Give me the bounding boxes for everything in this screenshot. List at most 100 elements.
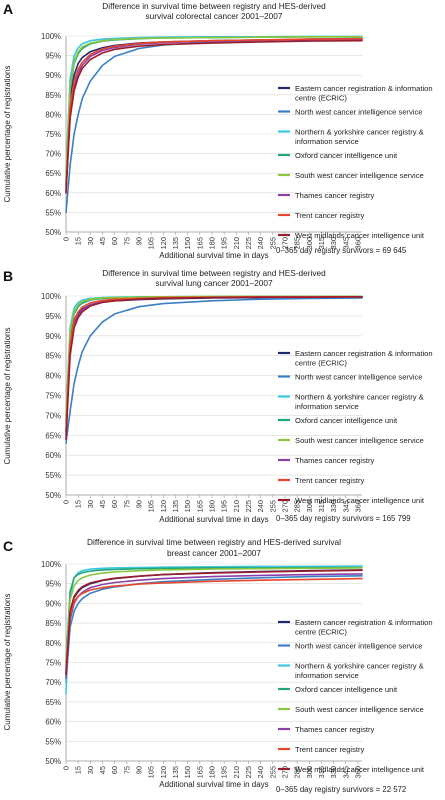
- x-tick-label: 45: [98, 237, 107, 245]
- x-tick-label: 330: [329, 500, 338, 512]
- legend-entry-label: Northern & yorkshire cancer registry &: [295, 393, 424, 402]
- x-tick-label: 150: [183, 237, 192, 249]
- x-tick-label: 60: [110, 237, 119, 245]
- legend-entry-label: West midlands cancer intelligence unit: [295, 496, 425, 505]
- x-tick-label: 15: [74, 237, 83, 245]
- y-tick-label: 55%: [45, 737, 61, 746]
- y-tick-label: 60%: [45, 718, 61, 727]
- y-tick-label: 75%: [45, 659, 61, 668]
- legend-entry-label: Northern & yorkshire cancer registry &: [295, 128, 424, 137]
- x-tick-label: 225: [244, 500, 253, 512]
- x-tick-label: 345: [341, 237, 350, 249]
- legend-entry-label: centre (ECRIC): [295, 359, 347, 368]
- survivor-count-annotation: 0–365 day registry survivors = 165 799: [276, 514, 411, 523]
- y-tick-label: 60%: [45, 451, 61, 460]
- x-tick-label: 195: [220, 500, 229, 512]
- x-tick-label: 75: [122, 766, 131, 774]
- x-tick-label: 45: [98, 500, 107, 508]
- legend-entry-label: centre (ECRIC): [295, 628, 347, 637]
- x-tick-label: 315: [317, 237, 326, 249]
- y-tick-label: 70%: [45, 150, 61, 159]
- legend-entry-label: Oxford cancer intelligence unit: [295, 151, 398, 160]
- x-tick-label: 75: [122, 500, 131, 508]
- x-tick-label: 90: [134, 766, 143, 774]
- y-tick-label: 65%: [45, 169, 61, 178]
- chart-panel-c: C Difference in survival time between reg…: [3, 537, 433, 794]
- y-tick-label: 55%: [45, 208, 61, 217]
- x-tick-label: 180: [207, 237, 216, 249]
- y-tick-label: 90%: [45, 332, 61, 341]
- series-line-2: [65, 37, 363, 214]
- series-line-8: [65, 569, 363, 676]
- y-tick-label: 50%: [45, 491, 61, 500]
- y-tick-label: 90%: [45, 599, 61, 608]
- legend-entry-label: North west cancer intelligence service: [295, 373, 422, 382]
- x-tick-label: 90: [134, 500, 143, 508]
- x-tick-label: 135: [171, 500, 180, 512]
- x-tick-label: 360: [353, 500, 362, 512]
- x-tick-label: 285: [293, 766, 302, 778]
- legend-entry-label: South west cancer intelligence service: [295, 436, 424, 445]
- y-tick-label: 55%: [45, 471, 61, 480]
- chart-title-line: Difference in survival time between regi…: [87, 537, 341, 547]
- x-tick-label: 330: [329, 237, 338, 249]
- legend-entry-label: West midlands cancer intelligence unit: [295, 765, 425, 774]
- y-tick-label: 50%: [45, 757, 61, 766]
- x-tick-label: 210: [232, 766, 241, 778]
- y-tick-label: 95%: [45, 52, 61, 61]
- y-tick-label: 100%: [41, 32, 61, 41]
- series-line-2: [65, 575, 363, 683]
- x-tick-label: 15: [74, 500, 83, 508]
- chart-title-line: breast cancer 2001–2007: [167, 548, 261, 558]
- legend-entry-label: Thames cancer registry: [295, 725, 375, 734]
- y-tick-label: 75%: [45, 130, 61, 139]
- legend-entry-label: Oxford cancer intelligence unit: [295, 685, 398, 694]
- x-axis-label: Additional survival time in days: [159, 515, 268, 524]
- y-tick-label: 95%: [45, 312, 61, 321]
- x-tick-label: 240: [256, 766, 265, 778]
- x-tick-label: 120: [159, 766, 168, 778]
- x-tick-label: 210: [232, 500, 241, 512]
- x-tick-label: 210: [232, 237, 241, 249]
- legend-entry-label: Northern & yorkshire cancer registry &: [295, 662, 424, 671]
- legend-entry-label: information service: [295, 137, 359, 146]
- x-tick-label: 135: [171, 766, 180, 778]
- y-tick-label: 100%: [41, 292, 61, 301]
- x-tick-label: 270: [280, 237, 289, 249]
- x-tick-label: 165: [195, 237, 204, 249]
- x-tick-label: 60: [110, 500, 119, 508]
- x-tick-label: 240: [256, 237, 265, 249]
- survivor-count-annotation: 0–365 day registry survivors = 69 645: [276, 246, 407, 255]
- chart-title-line: survival lung cancer 2001–2007: [155, 278, 273, 288]
- chart-panel-b: B Difference in survival time between reg…: [3, 268, 433, 524]
- series-line-2: [65, 297, 363, 445]
- survivor-count-annotation: 0–365 day registry survivors = 22 572: [276, 785, 406, 794]
- x-tick-label: 195: [220, 237, 229, 249]
- legend-entry-label: Oxford cancer intelligence unit: [295, 416, 398, 425]
- y-tick-label: 90%: [45, 71, 61, 80]
- panel-label: C: [3, 538, 13, 554]
- legend-entry-label: West midlands cancer intelligence unit: [295, 231, 425, 240]
- y-tick-label: 75%: [45, 392, 61, 401]
- x-tick-label: 90: [134, 237, 143, 245]
- x-tick-label: 15: [74, 766, 83, 774]
- series-line-5: [65, 36, 363, 178]
- x-tick-label: 165: [195, 766, 204, 778]
- x-tick-label: 225: [244, 237, 253, 249]
- chart-title-line: Difference in survival time between regi…: [102, 268, 326, 278]
- y-tick-label: 100%: [41, 560, 61, 569]
- x-tick-label: 285: [293, 237, 302, 249]
- legend-entry-label: information service: [295, 671, 359, 680]
- x-tick-label: 105: [147, 500, 156, 512]
- y-tick-label: 85%: [45, 91, 61, 100]
- y-axis-label: Cumulative percentage of registrations: [3, 594, 12, 731]
- y-tick-label: 70%: [45, 411, 61, 420]
- x-tick-label: 60: [110, 766, 119, 774]
- x-tick-label: 135: [171, 237, 180, 249]
- y-tick-label: 80%: [45, 372, 61, 381]
- x-tick-label: 315: [317, 766, 326, 778]
- x-tick-label: 255: [268, 500, 277, 512]
- legend-entry-label: South west cancer intelligence service: [295, 171, 424, 180]
- y-tick-label: 65%: [45, 698, 61, 707]
